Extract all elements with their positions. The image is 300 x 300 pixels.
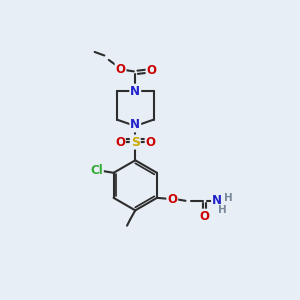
Text: H: H	[218, 205, 227, 215]
Text: O: O	[167, 193, 177, 206]
Text: O: O	[116, 63, 126, 76]
Text: Cl: Cl	[90, 164, 103, 177]
Text: O: O	[115, 136, 125, 148]
Text: O: O	[200, 210, 210, 223]
Text: N: N	[130, 85, 140, 98]
Text: O: O	[146, 64, 157, 77]
Text: O: O	[146, 136, 156, 148]
Text: H: H	[224, 194, 233, 203]
Text: S: S	[131, 136, 140, 148]
Text: N: N	[212, 194, 222, 207]
Text: N: N	[130, 118, 140, 131]
